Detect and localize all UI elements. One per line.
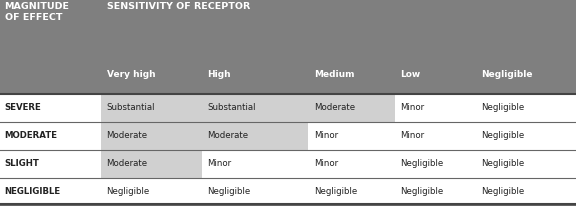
Text: Minor: Minor [400,131,425,140]
Text: SENSITIVITY OF RECEPTOR: SENSITIVITY OF RECEPTOR [107,2,250,12]
Bar [101,150,202,178]
Bar [202,94,308,122]
Text: Minor: Minor [314,159,338,168]
Text: Negligible: Negligible [400,159,444,168]
Text: Very high: Very high [107,70,155,80]
Text: MODERATE: MODERATE [5,131,58,140]
Text: NEGLIGIBLE: NEGLIGIBLE [5,187,60,197]
Text: Negligible: Negligible [481,187,524,197]
Text: Moderate: Moderate [207,131,248,140]
Text: Moderate: Moderate [314,103,355,112]
Text: Negligible: Negligible [207,187,251,197]
Text: Minor: Minor [314,131,338,140]
Text: Negligible: Negligible [400,187,444,197]
Text: Minor: Minor [207,159,232,168]
Text: Moderate: Moderate [107,131,147,140]
Bar [101,122,202,150]
Text: Negligible: Negligible [481,159,524,168]
Text: SLIGHT: SLIGHT [5,159,40,168]
Bar [202,122,308,150]
Text: SEVERE: SEVERE [5,103,41,112]
Text: Negligible: Negligible [481,131,524,140]
Text: Low: Low [400,70,420,80]
Text: Negligible: Negligible [107,187,150,197]
Bar [308,94,395,122]
Text: Substantial: Substantial [207,103,256,112]
Text: Medium: Medium [314,70,354,80]
Text: High: High [207,70,231,80]
Text: Negligible: Negligible [481,103,524,112]
Text: Negligible: Negligible [481,70,532,80]
Text: MAGNITUDE
OF EFFECT: MAGNITUDE OF EFFECT [5,2,70,22]
Text: Negligible: Negligible [314,187,357,197]
Text: Substantial: Substantial [107,103,155,112]
Bar [101,94,202,122]
Text: Moderate: Moderate [107,159,147,168]
Text: Minor: Minor [400,103,425,112]
Bar [0,0,576,94]
